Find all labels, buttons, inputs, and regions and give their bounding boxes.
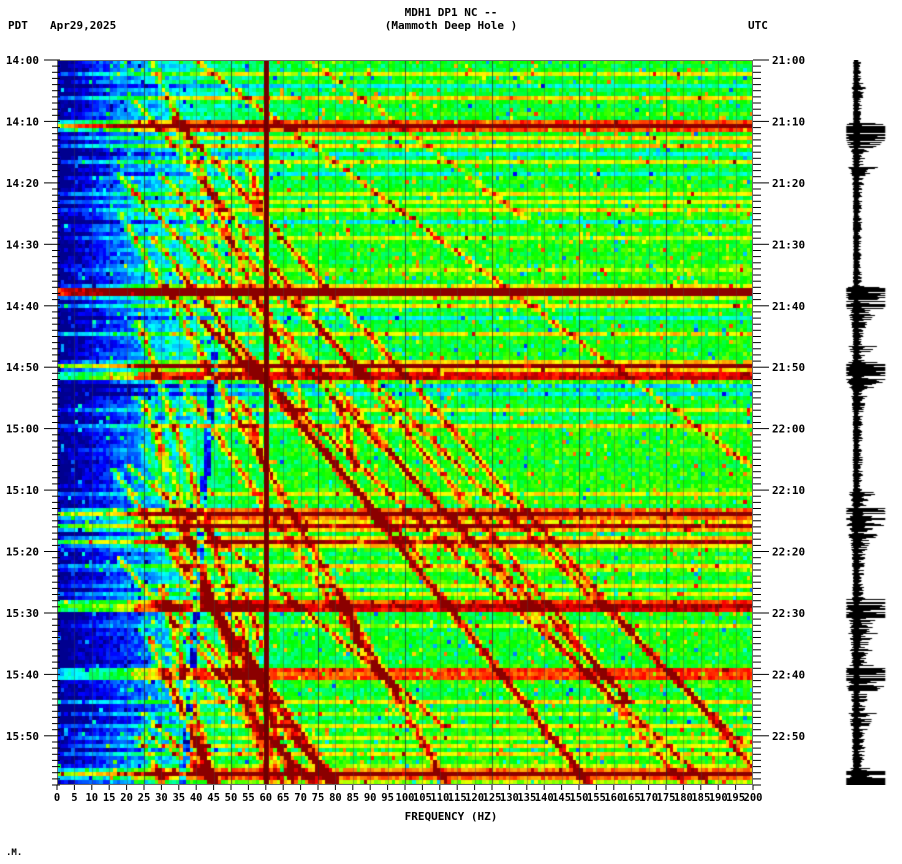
left-time-tick-label: 14:20	[6, 177, 39, 190]
frequency-axis: 0 5 10 15 20 25 30 35 40 45 50 55 60 65 70 75 80 85 90 95 10…	[54, 785, 763, 804]
frequency-tick-label: 20	[120, 792, 133, 804]
corner-mark: .M.	[6, 848, 23, 858]
right-time-tick-label: 21:30	[772, 238, 805, 251]
frequency-tick-label: 150	[570, 792, 589, 804]
frequency-tick-label: 35	[172, 792, 185, 804]
frequency-tick-label: 85	[346, 792, 359, 804]
spectrogram-canvas	[57, 60, 753, 785]
left-time-tick-label: 15:20	[6, 546, 39, 559]
frequency-tick-label: 140	[535, 792, 554, 804]
right-time-tick-label: 21:10	[772, 115, 805, 128]
frequency-tick-label: 200	[744, 792, 763, 804]
frequency-tick-label: 25	[138, 792, 151, 804]
left-time-tick-label: 15:50	[6, 730, 39, 743]
frequency-tick-label: 30	[155, 792, 168, 804]
left-time-tick-label: 14:30	[6, 238, 39, 251]
left-time-tick-label: 15:40	[6, 668, 39, 681]
frequency-tick-label: 170	[639, 792, 658, 804]
frequency-tick-label: 135	[517, 792, 536, 804]
seismogram-canvas	[820, 60, 892, 785]
frequency-tick-label: 130	[500, 792, 519, 804]
timezone-left-label: PDT	[8, 19, 28, 32]
frequency-tick-label: 110	[430, 792, 449, 804]
left-time-tick-label: 15:10	[6, 484, 39, 497]
frequency-tick-label: 100	[396, 792, 415, 804]
frequency-tick-label: 125	[483, 792, 502, 804]
station-title: MDH1 DP1 NC --	[404, 6, 498, 19]
frequency-tick-label: 115	[448, 792, 467, 804]
right-time-tick-label: 22:50	[772, 730, 805, 743]
right-time-tick-label: 22:40	[772, 668, 805, 681]
frequency-tick-label: 190	[709, 792, 728, 804]
frequency-tick-label: 160	[604, 792, 623, 804]
right-time-tick-label: 21:40	[772, 300, 805, 313]
right-time-axis: 21:00 21:10 21:20 21:30 21:40 21:50 22:00 22:10…	[753, 54, 805, 786]
frequency-tick-label: 195	[726, 792, 745, 804]
right-time-tick-label: 22:30	[772, 607, 805, 620]
frequency-tick-label: 40	[190, 792, 203, 804]
frequency-tick-label: 145	[552, 792, 571, 804]
right-time-tick-label: 21:50	[772, 361, 805, 374]
station-name-title: (Mammoth Deep Hole )	[384, 19, 518, 32]
left-time-tick-label: 14:10	[6, 115, 39, 128]
right-time-tick-label: 22:10	[772, 484, 805, 497]
frequency-tick-label: 50	[225, 792, 238, 804]
left-time-tick-label: 14:40	[6, 300, 39, 313]
frequency-tick-label: 185	[691, 792, 710, 804]
frequency-axis-title: FREQUENCY (HZ)	[404, 810, 498, 823]
spectrogram-plot	[57, 60, 753, 785]
frequency-tick-label: 55	[242, 792, 255, 804]
frequency-tick-label: 45	[207, 792, 220, 804]
left-time-tick-label: 14:00	[6, 54, 39, 67]
frequency-tick-label: 95	[381, 792, 394, 804]
frequency-tick-label: 65	[277, 792, 290, 804]
frequency-tick-label: 10	[85, 792, 98, 804]
left-time-tick-label: 14:50	[6, 361, 39, 374]
timezone-right-label: UTC	[748, 19, 768, 32]
frequency-tick-label: 175	[657, 792, 676, 804]
frequency-tick-label: 60	[259, 792, 272, 804]
frequency-tick-label: 90	[364, 792, 377, 804]
frequency-tick-label: 105	[413, 792, 432, 804]
frequency-tick-label: 75	[312, 792, 325, 804]
frequency-tick-label: 165	[622, 792, 641, 804]
right-time-tick-label: 21:20	[772, 177, 805, 190]
left-time-tick-label: 15:30	[6, 607, 39, 620]
frequency-tick-label: 180	[674, 792, 693, 804]
frequency-tick-label: 0	[54, 792, 60, 804]
frequency-tick-label: 80	[329, 792, 342, 804]
left-time-tick-label: 15:00	[6, 423, 39, 436]
left-time-axis: 14:00 14:10 14:20 14:30 14:40 14:50 15:00 15:10…	[6, 54, 60, 786]
right-time-tick-label: 22:00	[772, 423, 805, 436]
frequency-tick-label: 5	[71, 792, 77, 804]
frequency-tick-label: 70	[294, 792, 307, 804]
frequency-tick-label: 155	[587, 792, 606, 804]
date-label: Apr29,2025	[50, 19, 117, 32]
frequency-tick-label: 120	[465, 792, 484, 804]
right-time-tick-label: 21:00	[772, 54, 805, 67]
seismogram-trace	[820, 60, 892, 785]
frequency-tick-label: 15	[103, 792, 116, 804]
right-time-tick-label: 22:20	[772, 546, 805, 559]
